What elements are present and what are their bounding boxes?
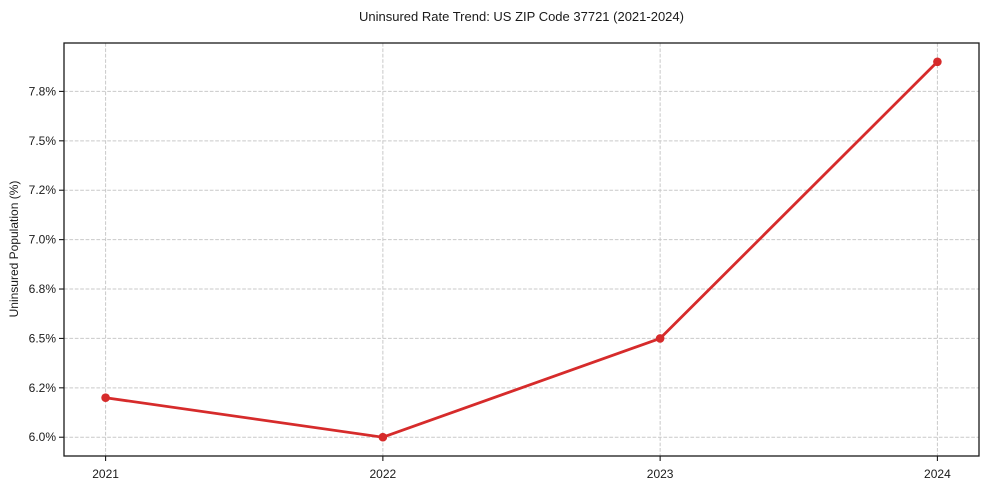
trend-line xyxy=(104,60,939,439)
y-tick-label: 7.5% xyxy=(29,134,57,148)
x-tick-label: 2024 xyxy=(924,467,951,481)
x-tick-label: 2023 xyxy=(647,467,674,481)
y-tick-label: 6.0% xyxy=(29,430,57,444)
data-point-marker xyxy=(933,57,942,67)
y-tick-label: 6.5% xyxy=(29,331,57,345)
x-tick-label: 2022 xyxy=(370,467,397,481)
y-tick-label: 6.8% xyxy=(29,282,57,296)
data-point-marker xyxy=(378,432,388,442)
y-tick-label: 6.2% xyxy=(29,381,57,395)
y-tick-label: 7.8% xyxy=(29,84,57,98)
y-tick-label: 7.0% xyxy=(29,233,57,247)
x-tick-label: 2021 xyxy=(92,467,119,481)
chart-title: Uninsured Rate Trend: US ZIP Code 37721 … xyxy=(359,9,684,24)
y-tick-label: 7.2% xyxy=(29,183,57,197)
data-point-marker xyxy=(655,334,665,343)
axes-frame xyxy=(63,42,980,457)
data-point-marker xyxy=(101,393,110,403)
